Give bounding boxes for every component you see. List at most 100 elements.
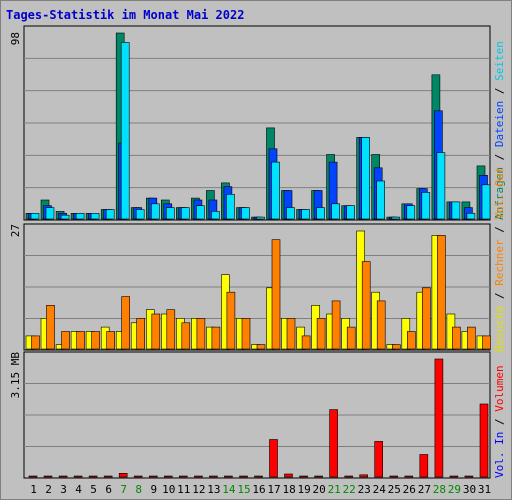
bar-rechner-day-1 xyxy=(31,335,40,350)
bar-seiten-day-3 xyxy=(60,214,70,220)
bar-volumen-day-10 xyxy=(164,475,173,478)
bar-rechner-day-14 xyxy=(226,291,236,350)
bar-rechner-day-21 xyxy=(331,300,341,350)
bar-volumen-day-2 xyxy=(43,475,53,478)
bar-seiten-day-5 xyxy=(90,213,100,220)
bar-rechner-day-13 xyxy=(211,326,221,350)
bar-seiten-day-8 xyxy=(135,209,145,220)
bar-seiten-day-18 xyxy=(286,207,295,220)
bar-rechner-day-3 xyxy=(61,331,70,350)
x-tick-label-day-26: 26 xyxy=(403,483,416,496)
x-tick-label-day-17: 17 xyxy=(267,483,280,496)
legend-bottom: Vol. In / Volumen xyxy=(493,365,506,478)
legend-separator: / xyxy=(493,220,506,240)
bar-seiten-day-26 xyxy=(406,205,416,220)
bar-rechner-day-31 xyxy=(482,335,491,350)
bar-rechner-day-12 xyxy=(196,318,206,350)
bar-volumen-day-7 xyxy=(118,472,128,478)
bar-rechner-day-15 xyxy=(241,318,251,350)
x-tick-label-day-13: 13 xyxy=(207,483,220,496)
bar-rechner-day-2 xyxy=(46,304,55,350)
x-tick-label-day-30: 30 xyxy=(463,483,476,496)
legend-entry-dateien: Dateien xyxy=(493,101,506,147)
x-tick-label-day-27: 27 xyxy=(418,483,431,496)
bar-volumen-day-4 xyxy=(73,475,83,478)
bar-rechner-day-6 xyxy=(106,331,115,350)
bar-seiten-day-19 xyxy=(301,209,310,220)
bar-volumen-day-23 xyxy=(359,474,369,478)
bar-volumen-day-5 xyxy=(88,475,98,478)
bar-volumen-day-13 xyxy=(209,475,218,478)
bar-rechner-day-20 xyxy=(316,318,326,350)
bar-volumen-day-11 xyxy=(179,475,188,478)
bar-volumen-day-16 xyxy=(254,475,263,478)
bar-rechner-day-22 xyxy=(346,326,356,350)
legend-separator: / xyxy=(493,286,506,306)
x-tick-label-day-7: 7 xyxy=(120,483,127,496)
bar-seiten-day-24 xyxy=(376,180,386,220)
bar-seiten-day-31 xyxy=(481,184,491,220)
x-tick-label-day-14: 14 xyxy=(222,483,236,496)
bar-seiten-day-23 xyxy=(361,137,371,220)
bar-seiten-day-20 xyxy=(316,207,325,220)
bar-rechner-day-28 xyxy=(437,235,446,350)
x-tick-label-day-24: 24 xyxy=(373,483,387,496)
bar-rechner-day-26 xyxy=(406,331,416,350)
bar-rechner-day-23 xyxy=(361,261,371,350)
bar-rechner-day-19 xyxy=(301,335,311,350)
bar-seiten-day-10 xyxy=(166,207,175,220)
x-tick-label-day-23: 23 xyxy=(358,483,371,496)
x-tick-label-day-16: 16 xyxy=(252,483,265,496)
bar-rechner-day-24 xyxy=(376,300,386,350)
bar-volumen-day-9 xyxy=(149,475,158,478)
bar-volumen-day-22 xyxy=(344,475,354,478)
bar-seiten-day-14 xyxy=(226,194,235,220)
x-tick-label-day-10: 10 xyxy=(162,483,175,496)
bar-rechner-day-17 xyxy=(271,239,281,350)
bar-volumen-day-8 xyxy=(133,475,143,478)
x-tick-label-day-22: 22 xyxy=(343,483,356,496)
bar-volumen-day-25 xyxy=(389,475,399,478)
x-tick-label-day-28: 28 xyxy=(433,483,446,496)
bar-volumen-day-15 xyxy=(239,475,248,478)
bar-seiten-day-16 xyxy=(256,216,265,220)
bar-volumen-day-14 xyxy=(224,475,233,478)
bar-seiten-day-13 xyxy=(211,211,220,220)
x-tick-label-day-29: 29 xyxy=(448,483,461,496)
legend-entry-besuche: Besuche xyxy=(493,306,506,352)
bar-seiten-day-1 xyxy=(30,213,40,220)
legend-top: Anfragen / Dateien / Seiten xyxy=(493,41,506,220)
bar-seiten-day-22 xyxy=(346,205,356,220)
x-tick-label-day-25: 25 xyxy=(388,483,401,496)
x-tick-label-day-8: 8 xyxy=(135,483,142,496)
bar-volumen-day-1 xyxy=(28,475,38,478)
legend-entry-seiten: Seiten xyxy=(493,41,506,81)
bar-volumen-day-19 xyxy=(299,475,308,478)
x-tick-label-day-18: 18 xyxy=(282,483,295,496)
bar-rechner-day-8 xyxy=(136,318,145,350)
bar-volumen-day-24 xyxy=(374,441,384,478)
x-tick-label-day-21: 21 xyxy=(328,483,341,496)
x-tick-label-day-6: 6 xyxy=(105,483,112,496)
volume-ymax-label: 3.15 MB xyxy=(9,352,22,399)
bar-volumen-day-18 xyxy=(284,473,293,478)
bar-volumen-day-20 xyxy=(314,475,323,478)
bar-seiten-day-12 xyxy=(196,205,205,220)
bar-volumen-day-29 xyxy=(449,475,459,478)
bar-volumen-day-17 xyxy=(269,439,278,478)
legend-entry-vol-in: Vol. In xyxy=(493,432,506,478)
bar-seiten-day-17 xyxy=(271,161,280,220)
x-tick-label-day-20: 20 xyxy=(312,483,325,496)
bar-seiten-day-27 xyxy=(421,192,431,220)
bar-seiten-day-7 xyxy=(120,42,130,220)
legend-separator: / xyxy=(493,412,506,432)
bar-volumen-day-31 xyxy=(479,403,489,478)
x-tick-label-day-4: 4 xyxy=(75,483,82,496)
bar-rechner-day-9 xyxy=(151,313,161,350)
bar-rechner-day-16 xyxy=(256,344,266,350)
chart-title: Tages-Statistik im Monat Mai 2022 xyxy=(6,8,244,22)
bar-rechner-day-18 xyxy=(286,318,296,350)
bar-volumen-day-21 xyxy=(329,409,338,478)
